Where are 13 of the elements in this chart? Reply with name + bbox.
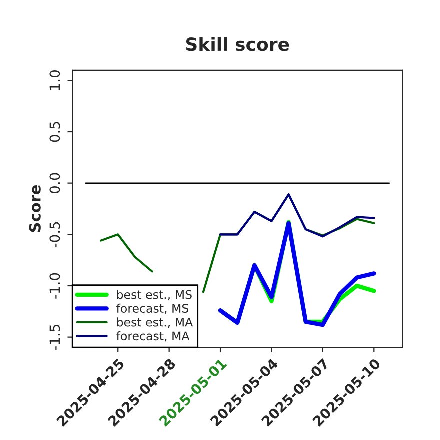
legend-label: forecast, MA xyxy=(116,331,190,342)
legend-label: best est., MS xyxy=(117,290,192,300)
y-tick-label: -0.5 xyxy=(50,222,60,248)
y-tick-label: -1.0 xyxy=(50,273,60,299)
y-tick-label: 0.5 xyxy=(50,122,60,142)
legend-label: forecast, MS xyxy=(116,304,189,314)
y-tick-label: 1.0 xyxy=(50,70,60,90)
y-tick-label: -1.5 xyxy=(50,324,60,350)
y-tick-label: 0.0 xyxy=(50,173,60,194)
y-axis-title: Score xyxy=(29,186,41,232)
line-series xyxy=(219,194,376,238)
legend-label: best est., MA xyxy=(117,318,194,328)
chart-title: Skill score xyxy=(186,37,290,52)
